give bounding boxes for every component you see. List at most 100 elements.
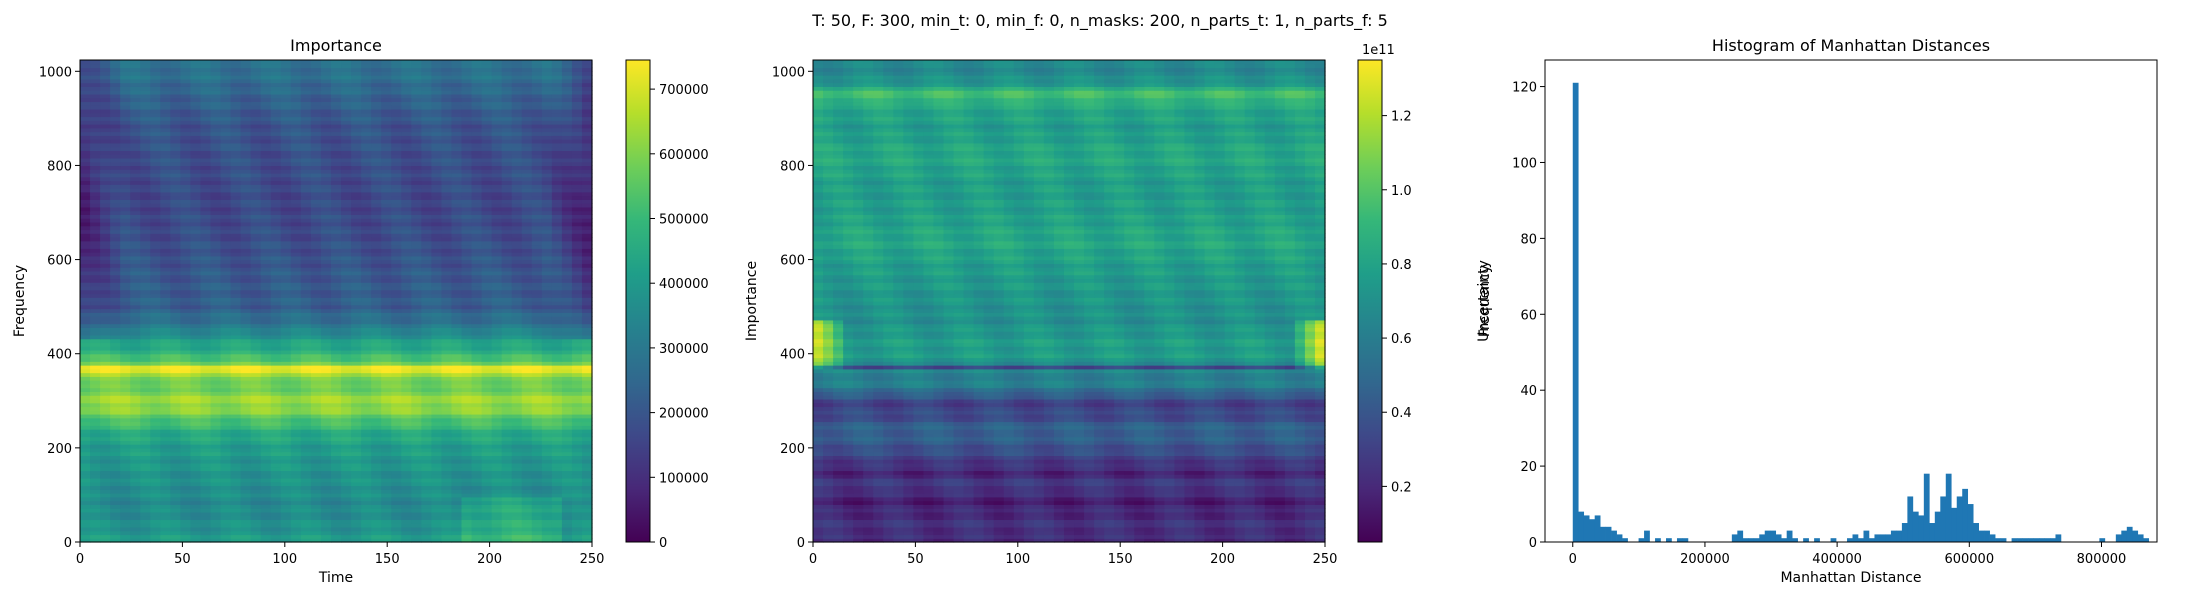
heatmap-cell (200, 353, 212, 359)
heatmap-cell (150, 466, 161, 472)
heatmap-cell (561, 289, 573, 295)
heatmap-cell (100, 413, 111, 419)
heatmap-cell (80, 500, 91, 505)
heatmap-cell (160, 180, 171, 185)
heatmap-cell (260, 229, 272, 234)
heatmap-cell (270, 191, 282, 197)
heatmap-cell (220, 462, 232, 468)
heatmap-cell (150, 244, 161, 249)
heatmap-cell (210, 398, 222, 404)
heatmap-cell (391, 297, 402, 302)
heatmap-cell (140, 444, 151, 449)
heatmap-cell (391, 282, 402, 287)
heatmap-cell (541, 214, 553, 219)
heatmap-cell (561, 519, 573, 524)
heatmap-cell (320, 301, 332, 306)
heatmap-cell (320, 248, 332, 253)
heatmap-cell (571, 180, 583, 185)
heatmap-cell (431, 470, 443, 475)
heatmap-cell (170, 515, 181, 521)
heatmap-cell (210, 293, 222, 298)
heatmap-cell (310, 218, 322, 223)
heatmap-cell (110, 387, 121, 392)
heatmap-cell (240, 248, 252, 253)
heatmap-cell (431, 500, 443, 505)
heatmap-cell (531, 319, 543, 325)
heatmap-cell (411, 206, 422, 212)
heatmap-cell (491, 304, 503, 310)
heatmap-cell (491, 523, 503, 528)
heatmap-cell (481, 203, 493, 208)
heatmap-cell (511, 365, 523, 370)
heatmap-cell (361, 308, 372, 313)
heatmap-cell (190, 233, 202, 238)
heatmap-cell (160, 462, 171, 468)
heatmap-cell (230, 436, 242, 441)
heatmap-cell (270, 538, 282, 543)
heatmap-cell (481, 500, 493, 505)
heatmap-cell (130, 172, 141, 178)
heatmap-cell (471, 191, 483, 197)
heatmap-cell (150, 462, 161, 468)
heatmap-cell (401, 447, 412, 453)
heatmap-cell (270, 301, 282, 306)
heatmap-cell (571, 218, 583, 223)
heatmap-cell (411, 489, 422, 494)
heatmap-cell (330, 263, 342, 268)
heatmap-cell (571, 440, 583, 445)
heatmap-cell (531, 493, 543, 498)
heatmap-cell (441, 240, 453, 246)
heatmap-cell (300, 383, 312, 389)
heatmap-cell (140, 406, 151, 411)
heatmap-cell (401, 285, 412, 291)
heatmap-cell (511, 477, 523, 483)
heatmap-cell (431, 489, 443, 494)
heatmap-cell (581, 195, 593, 200)
heatmap-cell (230, 365, 242, 370)
heatmap-cell (250, 236, 262, 242)
heatmap-cell (290, 436, 302, 441)
heatmap-cell (320, 515, 332, 521)
heatmap-cell (170, 530, 181, 536)
heatmap-cell (391, 304, 402, 310)
heatmap-cell (250, 263, 262, 268)
heatmap-cell (100, 304, 111, 310)
heatmap-cell (461, 319, 473, 325)
heatmap-cell (561, 357, 573, 362)
heatmap-cell (481, 195, 493, 200)
heatmap-cell (160, 240, 171, 246)
heatmap-cell (270, 429, 282, 434)
heatmap-cell (341, 274, 352, 280)
heatmap-cell (200, 395, 212, 400)
heatmap-cell (290, 519, 302, 524)
heatmap-cell (401, 323, 412, 328)
heatmap-cell (451, 191, 463, 197)
heatmap-cell (110, 368, 121, 374)
heatmap-cell (511, 289, 523, 295)
heatmap-cell (561, 485, 573, 490)
heatmap-cell (150, 459, 161, 464)
heatmap-cell (501, 474, 513, 479)
heatmap-cell (521, 252, 533, 257)
heatmap-cell (401, 259, 412, 264)
heatmap-cell (320, 395, 332, 400)
heatmap-cell (250, 410, 262, 415)
heatmap-cell (371, 331, 382, 336)
heatmap-cell (130, 274, 141, 280)
heatmap-cell (80, 188, 91, 193)
heatmap-cell (561, 316, 573, 321)
heatmap-cell (371, 444, 382, 449)
heatmap-cell (481, 530, 493, 536)
heatmap-cell (200, 485, 212, 490)
heatmap-cell (371, 466, 382, 472)
heatmap-cell (461, 176, 473, 182)
heatmap-cell (471, 508, 483, 513)
heatmap-cell (160, 278, 171, 283)
heatmap-cell (300, 308, 312, 313)
heatmap-cell (160, 195, 171, 200)
heatmap-cell (120, 361, 131, 366)
heatmap-cell (310, 425, 322, 430)
heatmap-cell (230, 225, 242, 231)
heatmap-cell (401, 481, 412, 487)
heatmap-cell (501, 301, 513, 306)
